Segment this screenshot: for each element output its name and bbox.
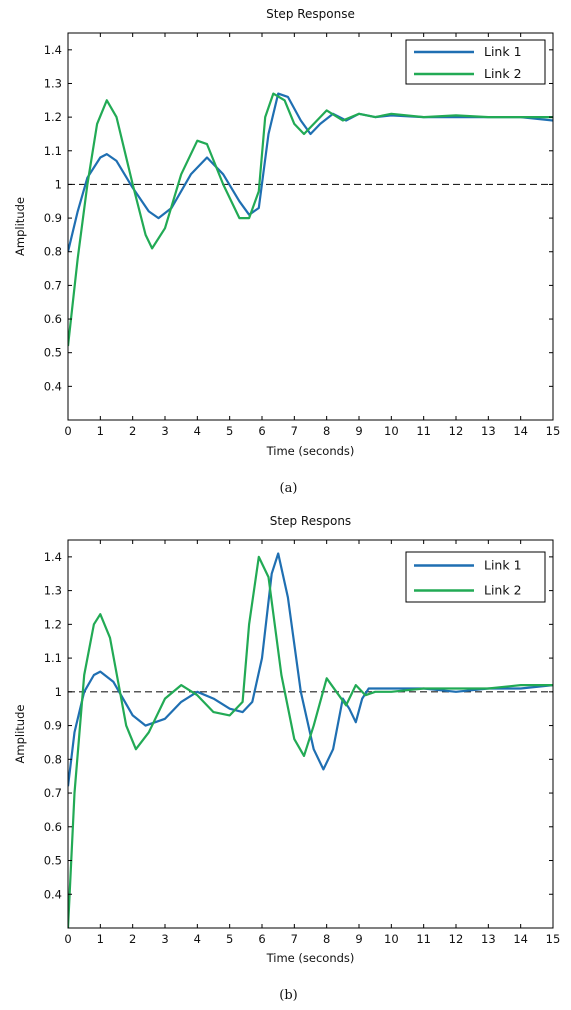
- y-tick-label: 1.1: [44, 144, 62, 158]
- y-tick-label: 0.5: [44, 346, 62, 360]
- y-tick-label: 0.4: [44, 887, 62, 901]
- y-tick-label: 0.6: [44, 820, 62, 834]
- x-tick-label: 12: [449, 424, 464, 438]
- x-tick-label: 6: [258, 424, 265, 438]
- x-tick-label: 7: [291, 932, 298, 946]
- series-line-link-2: [68, 92, 553, 347]
- plot-frame: [67, 32, 554, 421]
- x-tick-label: 11: [416, 932, 431, 946]
- x-tick-label: 4: [194, 424, 201, 438]
- figure-caption: (a): [280, 481, 298, 496]
- x-tick-label: 15: [546, 424, 561, 438]
- legend-label: Link 2: [484, 583, 522, 598]
- x-tick-label: 11: [416, 424, 431, 438]
- x-tick-label: 9: [355, 932, 362, 946]
- x-tick-label: 14: [513, 424, 528, 438]
- x-tick-label: 10: [384, 932, 399, 946]
- y-tick-label: 0.7: [44, 278, 62, 292]
- y-tick-label: 1: [55, 685, 62, 699]
- y-tick-label: 1.4: [44, 43, 62, 57]
- x-tick-label: 15: [546, 932, 561, 946]
- legend: Link 1 Link 2: [405, 39, 546, 85]
- chart-title: Step Respons: [270, 514, 351, 528]
- x-tick-label: 2: [129, 932, 136, 946]
- x-tick-label: 1: [97, 932, 104, 946]
- x-tick-label: 10: [384, 424, 399, 438]
- figure-caption: (b): [279, 988, 297, 1003]
- chart-title: Step Response: [266, 7, 355, 21]
- x-tick-label: 5: [226, 932, 233, 946]
- y-axis-label: Amplitude: [13, 197, 27, 256]
- y-tick-label: 0.6: [44, 312, 62, 326]
- x-tick-label: 6: [258, 932, 265, 946]
- y-tick-label: 1.1: [44, 651, 62, 665]
- y-axis-label: Amplitude: [13, 705, 27, 764]
- y-tick-label: 0.5: [44, 854, 62, 868]
- x-tick-label: 13: [481, 424, 496, 438]
- y-tick-label: 0.8: [44, 245, 62, 259]
- x-tick-label: 4: [194, 932, 201, 946]
- legend-label: Link 2: [484, 66, 522, 81]
- legend-label: Link 1: [484, 44, 522, 59]
- y-tick-label: 1.4: [44, 550, 62, 564]
- x-tick-label: 0: [64, 424, 71, 438]
- legend-box: [405, 551, 546, 603]
- y-tick-label: 1.3: [44, 76, 62, 90]
- x-axis-label: Time (seconds): [266, 951, 355, 965]
- legend: Link 1 Link 2: [405, 551, 546, 603]
- x-tick-label: 3: [161, 932, 168, 946]
- y-tick-label: 1: [55, 177, 62, 191]
- y-tick-label: 1.3: [44, 584, 62, 598]
- y-tick-label: 0.8: [44, 752, 62, 766]
- x-tick-label: 14: [513, 932, 528, 946]
- y-tick-label: 0.9: [44, 719, 62, 733]
- plot-frame: [67, 539, 554, 929]
- y-tick-label: 1.2: [44, 110, 62, 124]
- y-tick-label: 0.7: [44, 786, 62, 800]
- series-line-link-1: [68, 92, 553, 252]
- legend-label: Link 1: [484, 558, 522, 573]
- x-tick-label: 3: [161, 424, 168, 438]
- legend-box: [405, 39, 546, 85]
- x-tick-label: 9: [355, 424, 362, 438]
- x-tick-label: 12: [449, 932, 464, 946]
- x-tick-label: 7: [291, 424, 298, 438]
- series-line-link-1: [68, 552, 553, 787]
- x-tick-label: 8: [323, 424, 330, 438]
- series-line-link-2: [68, 555, 553, 928]
- x-tick-label: 2: [129, 424, 136, 438]
- y-tick-label: 0.4: [44, 379, 62, 393]
- x-tick-label: 0: [64, 932, 71, 946]
- x-tick-label: 5: [226, 424, 233, 438]
- x-tick-label: 13: [481, 932, 496, 946]
- y-tick-label: 1.2: [44, 617, 62, 631]
- x-axis-label: Time (seconds): [266, 444, 355, 458]
- x-tick-label: 8: [323, 932, 330, 946]
- x-tick-label: 1: [97, 424, 104, 438]
- y-tick-label: 0.9: [44, 211, 62, 225]
